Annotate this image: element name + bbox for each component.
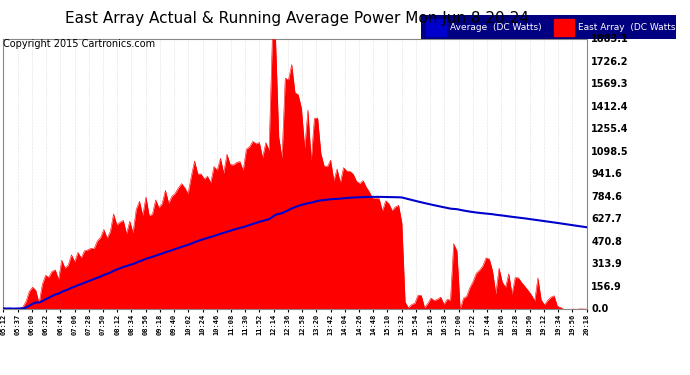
Text: 313.9: 313.9 bbox=[591, 260, 622, 269]
Text: 0.0: 0.0 bbox=[591, 304, 609, 314]
Bar bbox=[426, 19, 446, 36]
Bar bbox=[553, 19, 574, 36]
Text: 156.9: 156.9 bbox=[591, 282, 622, 292]
Text: 1726.2: 1726.2 bbox=[591, 57, 629, 67]
Text: East Array Actual & Running Average Power Mon Jun 8 20:24: East Array Actual & Running Average Powe… bbox=[65, 11, 529, 26]
Text: 1569.3: 1569.3 bbox=[591, 80, 629, 89]
Text: 1255.4: 1255.4 bbox=[591, 124, 629, 134]
Text: 1412.4: 1412.4 bbox=[591, 102, 629, 112]
Text: 1883.1: 1883.1 bbox=[591, 34, 629, 44]
Text: 470.8: 470.8 bbox=[591, 237, 622, 247]
Text: Average  (DC Watts): Average (DC Watts) bbox=[451, 22, 542, 32]
Text: East Array  (DC Watts): East Array (DC Watts) bbox=[578, 22, 679, 32]
Text: 784.6: 784.6 bbox=[591, 192, 622, 202]
Text: 627.7: 627.7 bbox=[591, 214, 622, 224]
Text: Copyright 2015 Cartronics.com: Copyright 2015 Cartronics.com bbox=[3, 39, 155, 50]
Text: 941.6: 941.6 bbox=[591, 170, 622, 179]
Text: 1098.5: 1098.5 bbox=[591, 147, 629, 157]
